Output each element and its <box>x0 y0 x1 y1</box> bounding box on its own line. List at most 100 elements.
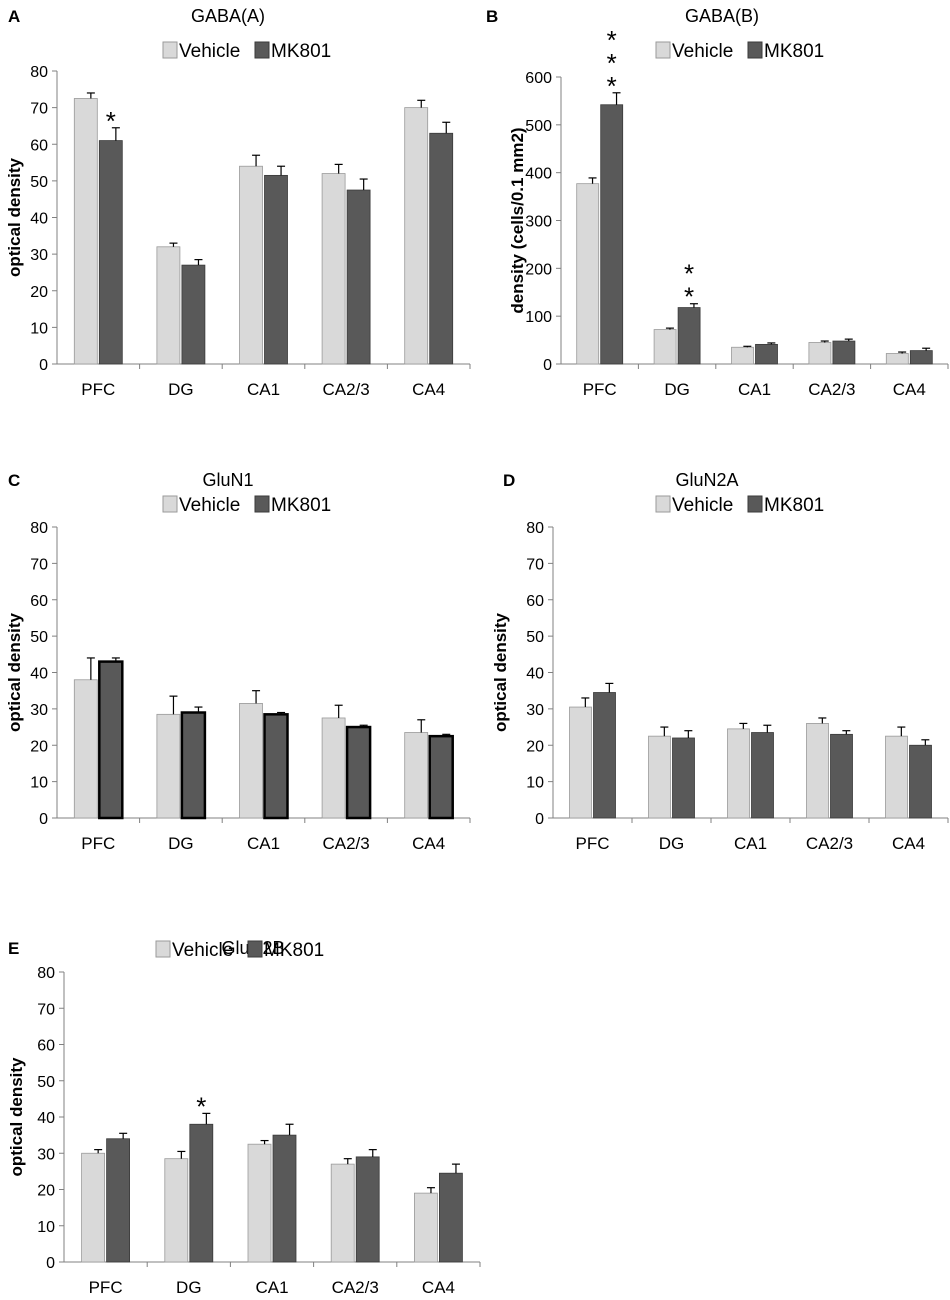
y-tick-label: 70 <box>30 101 48 118</box>
bar-mk801-ca4 <box>428 734 454 820</box>
y-tick-label: 60 <box>30 593 48 610</box>
bar-vehicle-dg <box>164 1158 189 1263</box>
bar-mk801-ca2-3 <box>345 725 372 820</box>
significance-marker: * <box>196 1091 206 1121</box>
y-tick-label: 0 <box>39 811 48 828</box>
x-tick-label: PFC <box>576 834 610 853</box>
chart-panel-e: EGluN2BVehicleMK80101020304050607080opti… <box>7 938 481 1297</box>
bar-mk801-ca2-3 <box>346 189 371 365</box>
bar-vehicle-dg <box>653 329 677 365</box>
legend: Vehicle MK801 <box>655 495 824 516</box>
legend-label-vehicle: Vehicle <box>672 495 733 516</box>
y-tick-label: 0 <box>535 811 544 828</box>
y-tick-label: 20 <box>30 738 48 755</box>
x-tick-label: PFC <box>81 834 115 853</box>
y-axis-label: optical density <box>7 1057 26 1177</box>
x-tick-label: PFC <box>89 1278 123 1297</box>
x-tick-label: CA4 <box>893 380 926 399</box>
y-axis-label: optical density <box>5 157 24 277</box>
legend-swatch-mk801 <box>254 41 270 59</box>
bar-mk801-dg <box>180 711 207 820</box>
y-tick-label: 60 <box>526 593 544 610</box>
bar-mk801-dg <box>672 737 695 819</box>
x-tick-label: DG <box>176 1278 202 1297</box>
chart-title: GABA(A) <box>191 6 265 26</box>
x-tick-label: CA1 <box>247 834 280 853</box>
significance-marker: * <box>106 106 116 136</box>
legend-swatch-vehicle <box>655 41 671 59</box>
y-tick-label: 20 <box>30 284 48 301</box>
bar-vehicle-ca1 <box>727 728 750 819</box>
bar-mk801-ca2-3 <box>830 733 853 819</box>
bar-mk801-ca1 <box>755 343 778 365</box>
panel-letter: D <box>503 471 515 490</box>
bar-vehicle-dg <box>648 735 671 819</box>
x-tick-label: CA4 <box>422 1278 455 1297</box>
bar-vehicle-pfc <box>81 1152 105 1263</box>
bar-mk801-dg <box>677 307 701 365</box>
bar-vehicle-ca4 <box>885 735 908 819</box>
legend-swatch-vehicle <box>162 41 178 59</box>
y-tick-label: 40 <box>30 666 48 683</box>
significance-star: * <box>196 1091 206 1121</box>
bar-mk801-pfc <box>593 692 616 819</box>
bar-mk801-pfc <box>98 660 124 820</box>
y-tick-label: 600 <box>525 70 552 87</box>
bar-vehicle-pfc <box>569 706 592 819</box>
legend-swatch-mk801 <box>247 940 263 958</box>
x-tick-label: PFC <box>81 380 115 399</box>
y-tick-label: 20 <box>37 1183 55 1200</box>
chart-title: GluN2A <box>675 470 738 490</box>
bar-mk801-ca2-3 <box>355 1156 380 1263</box>
legend-label-mk801: MK801 <box>764 41 824 62</box>
bar-mk801-pfc <box>106 1138 130 1263</box>
bar-vehicle-ca2-3 <box>330 1163 355 1263</box>
bar-vehicle-ca2-3 <box>321 717 346 819</box>
chart-panel-b: B GABA(B) Vehicle MK801 0 100 200 300 400 500 600 d… <box>486 6 949 399</box>
x-tick-label: CA1 <box>738 380 771 399</box>
legend-swatch-mk801 <box>747 495 763 513</box>
x-tick-label: PFC <box>583 380 617 399</box>
significance-marker: *** <box>607 25 617 101</box>
y-tick-label: 80 <box>37 965 55 982</box>
legend-label-mk801: MK801 <box>271 41 331 62</box>
x-tick-label: CA1 <box>255 1278 288 1297</box>
legend-label-mk801: MK801 <box>764 495 824 516</box>
bar-mk801-pfc <box>98 140 123 365</box>
significance-star: * <box>684 282 694 312</box>
y-tick-label: 40 <box>30 211 48 228</box>
legend-swatch-vehicle <box>655 495 671 513</box>
x-tick-label: DG <box>168 380 194 399</box>
y-tick-label: 10 <box>30 775 48 792</box>
x-tick-label: DG <box>664 380 690 399</box>
y-tick-label: 300 <box>525 214 552 231</box>
panel-letter: A <box>8 7 20 26</box>
y-tick-label: 0 <box>39 357 48 374</box>
chart-panel-a: A GABA(A) Vehicle MK801 0 10 20 30 40 50 60 70 80 opt… <box>5 6 471 399</box>
x-tick-label: CA2/3 <box>808 380 855 399</box>
x-tick-label: CA2/3 <box>322 380 369 399</box>
y-tick-label: 70 <box>37 1001 55 1018</box>
bar-vehicle-pfc <box>73 98 98 365</box>
y-tick-label: 10 <box>37 1219 55 1236</box>
legend-label-vehicle: Vehicle <box>179 41 240 62</box>
y-tick-label: 30 <box>30 702 48 719</box>
legend: Vehicle MK801 <box>155 940 324 961</box>
bar-vehicle-dg <box>156 246 181 365</box>
significance-star: * <box>607 25 617 55</box>
x-tick-label: CA2/3 <box>322 834 369 853</box>
x-tick-label: CA4 <box>412 834 445 853</box>
legend-label-mk801: MK801 <box>271 495 331 516</box>
bar-vehicle-ca1 <box>239 703 263 819</box>
x-tick-label: DG <box>168 834 194 853</box>
y-axis-label: density (cells/0.1 mm2) <box>508 127 527 313</box>
bar-mk801-ca1 <box>264 174 288 365</box>
legend: Vehicle MK801 <box>162 495 331 516</box>
bar-vehicle-pfc <box>576 183 600 365</box>
legend: Vehicle MK801 <box>162 41 331 62</box>
x-tick-label: DG <box>659 834 685 853</box>
y-tick-label: 20 <box>526 738 544 755</box>
bar-mk801-ca4 <box>909 744 932 819</box>
y-tick-label: 70 <box>526 556 544 573</box>
